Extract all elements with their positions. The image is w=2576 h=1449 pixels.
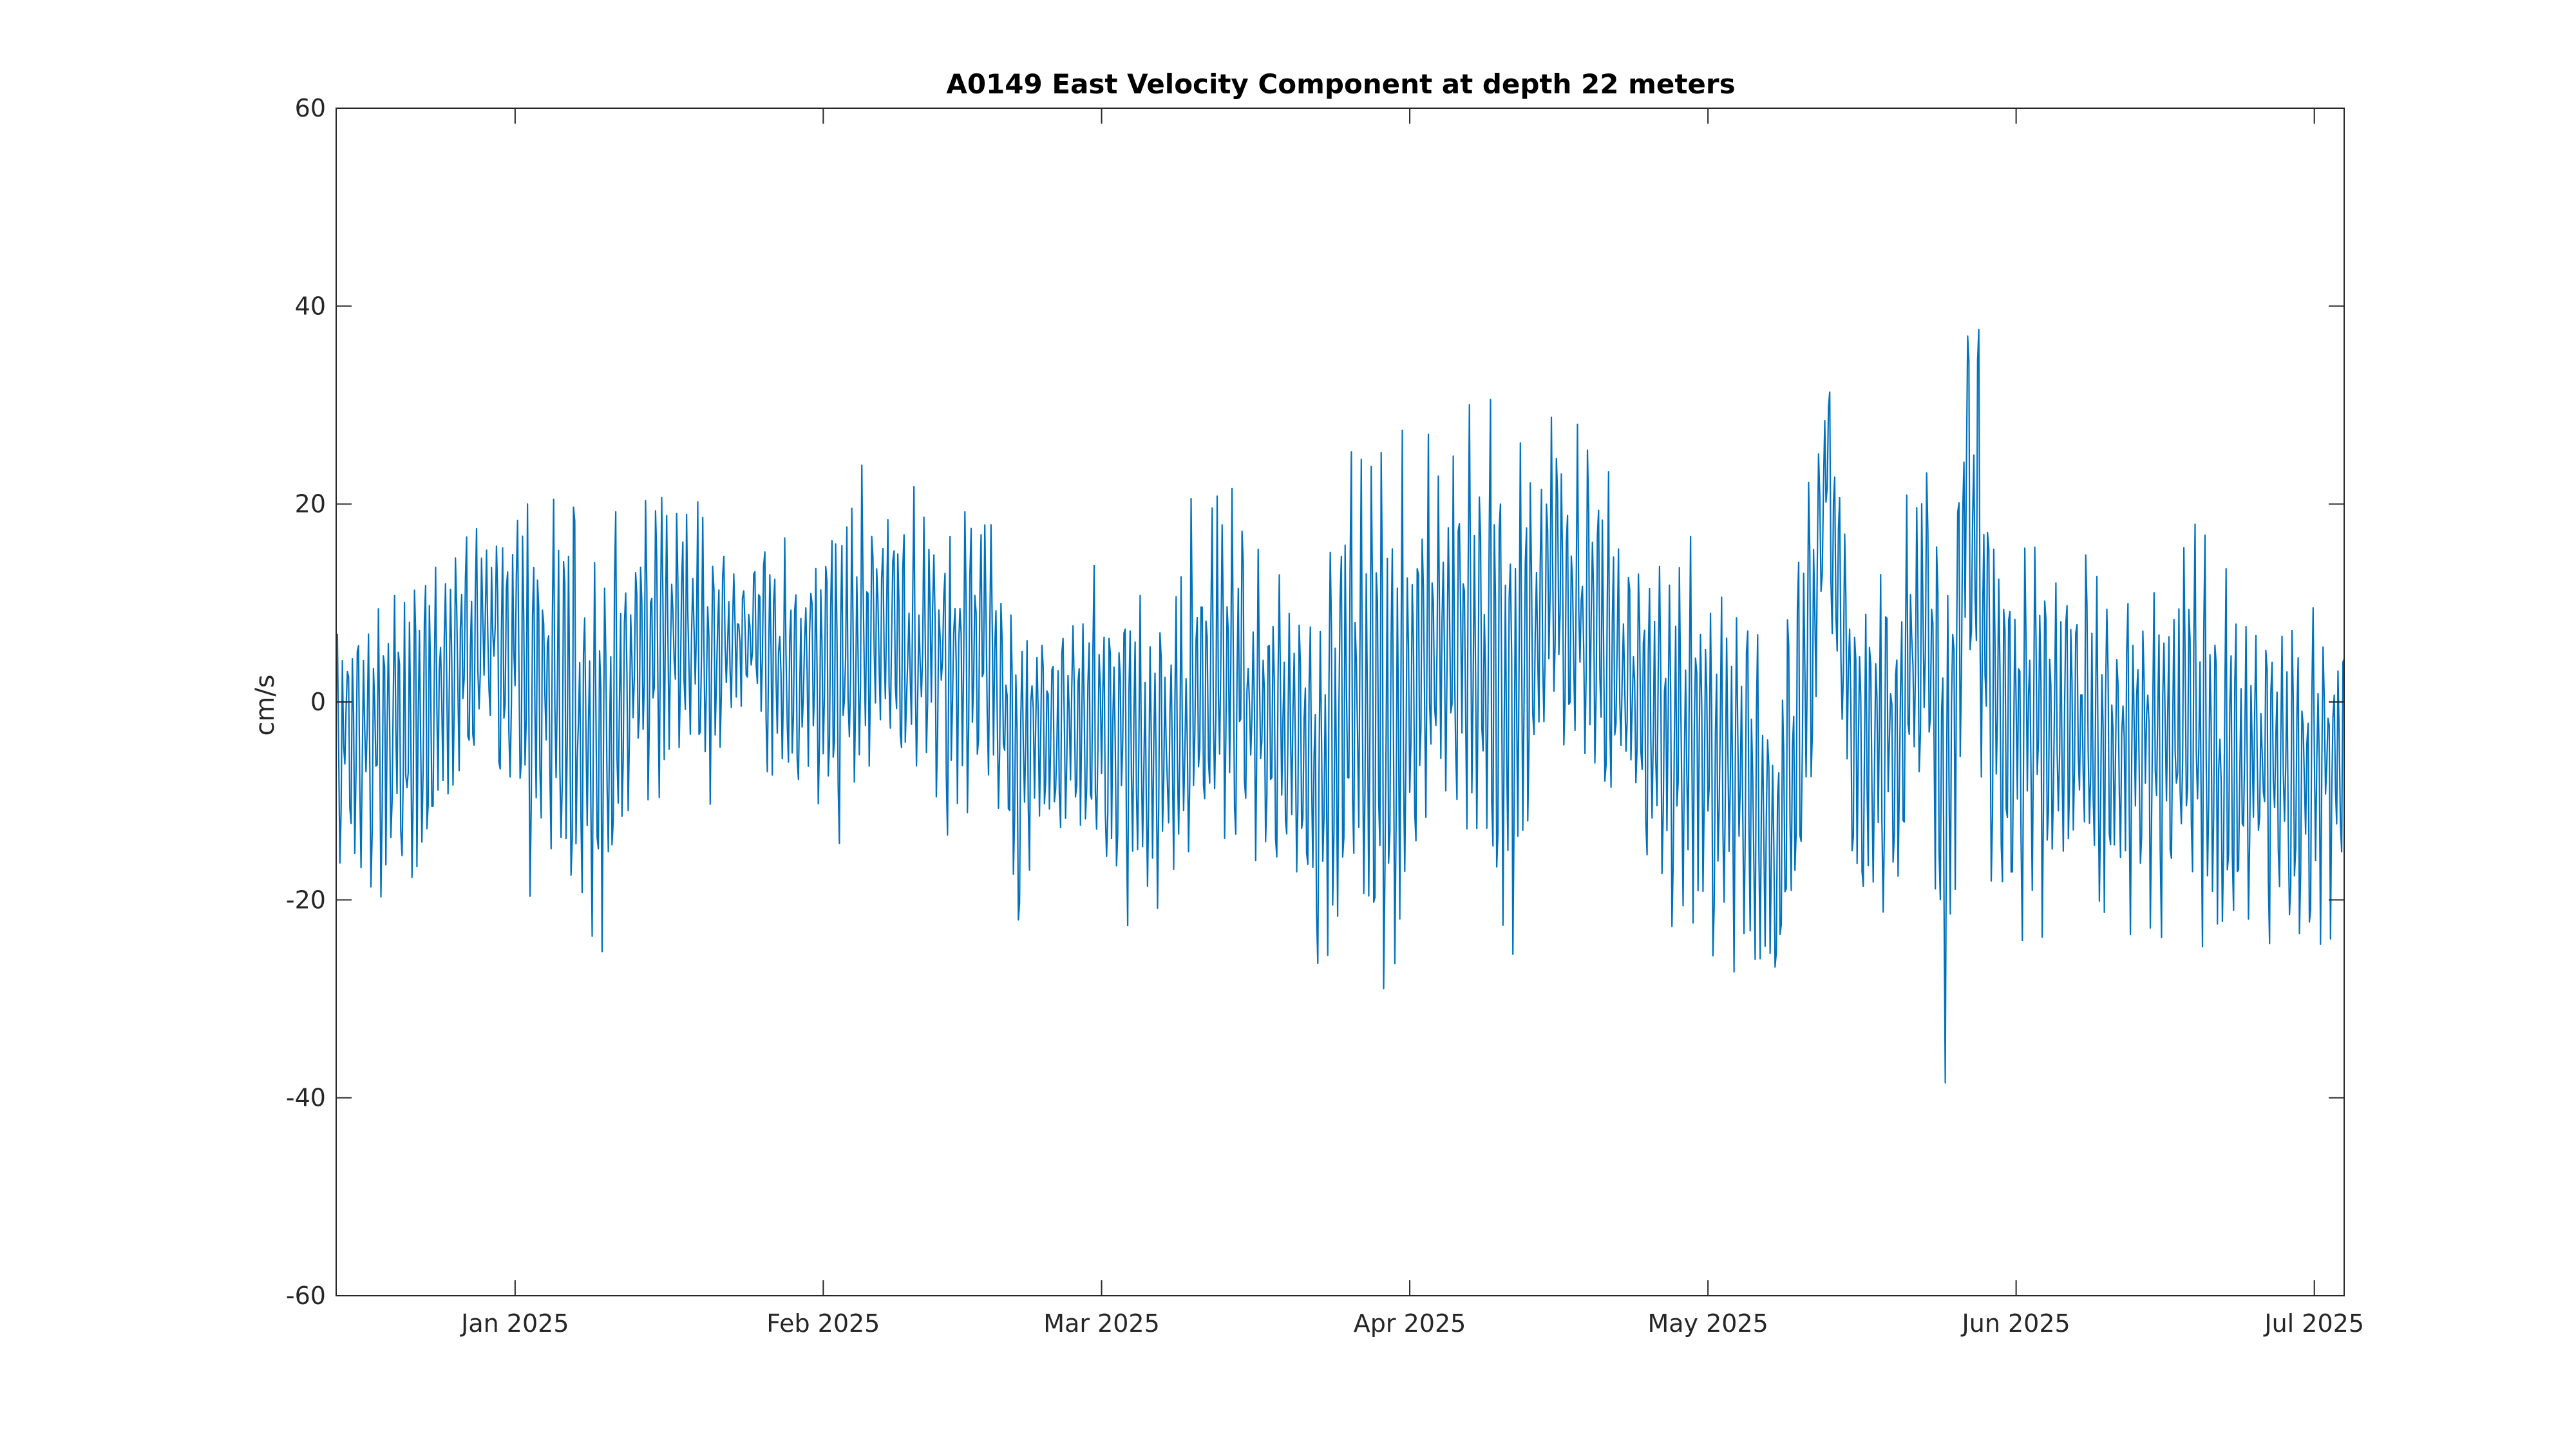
- x-tick-label: Apr 2025: [1354, 1309, 1466, 1338]
- y-axis-label: cm/s: [251, 674, 280, 735]
- x-tick-label: Mar 2025: [1043, 1309, 1159, 1338]
- y-tick-label: 40: [295, 292, 326, 320]
- y-tick-label: -20: [286, 886, 326, 914]
- x-tick-label: Jun 2025: [1961, 1309, 2070, 1338]
- chart-title: A0149 East Velocity Component at depth 2…: [946, 68, 1735, 100]
- series-line-east-velocity: [336, 328, 2344, 1084]
- x-tick-label: Jul 2025: [2263, 1309, 2364, 1338]
- x-tick-label: May 2025: [1647, 1309, 1768, 1338]
- y-tick-label: 0: [310, 688, 326, 716]
- ticks-layer: -60 -40 -20 0 20 40 60 Jan 2025 Feb 2025 Mar 2025…: [286, 94, 2364, 1338]
- y-tick-label: 20: [295, 490, 326, 518]
- y-tick-label: -40: [286, 1084, 326, 1112]
- x-tick-label: Feb 2025: [766, 1309, 880, 1338]
- y-tick-label: 60: [295, 94, 326, 122]
- series-layer: [336, 328, 2344, 1084]
- x-tick-label: Jan 2025: [460, 1309, 569, 1338]
- y-tick-label: -60: [286, 1282, 326, 1310]
